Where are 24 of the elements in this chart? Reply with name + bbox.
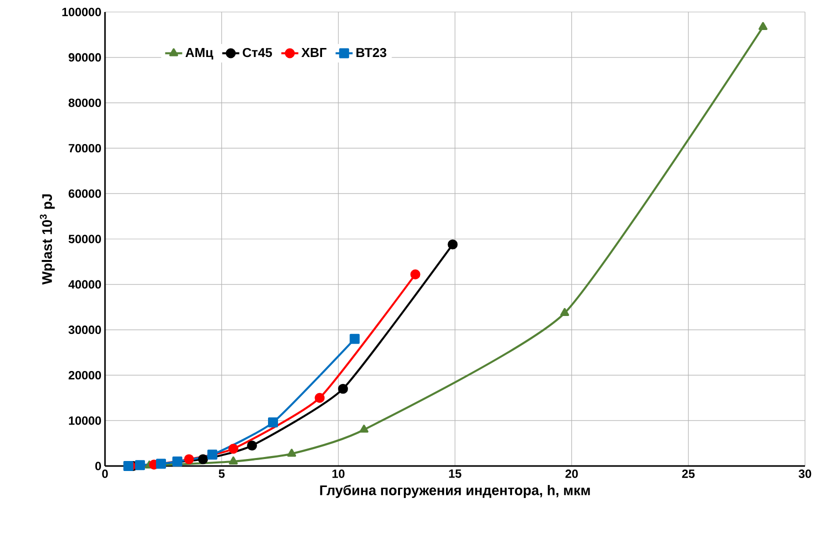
legend-label: ХВГ (301, 48, 326, 57)
y-axis-title: Wplast 10$^{3}$ pJ (40, 194, 55, 285)
legend-label: Ст45 (242, 48, 272, 58)
x-tick-label: 5 (218, 470, 225, 478)
x-tick-label: 30 (798, 470, 812, 478)
y-tick-label: 20000 (68, 370, 101, 380)
legend-label: АМц (186, 48, 214, 60)
y-tick-label: 0 (95, 462, 101, 470)
y-tick-label: 100000 (62, 8, 101, 16)
x-tick-label: 15 (449, 470, 462, 478)
y-tick-label: 70000 (68, 144, 101, 152)
y-tick-label: 40000 (68, 280, 101, 289)
y-tick-label: 60000 (68, 189, 101, 198)
x-tick-label: 0 (102, 470, 108, 478)
x-tick-label: 10 (332, 470, 344, 478)
legend-label: ВТ23 (356, 48, 386, 58)
x-axis-title: Глубина погружения индентора, h, мкм (320, 484, 590, 498)
x-tick-label: 25 (682, 470, 695, 478)
y-tick-label: 80000 (68, 98, 101, 108)
y-tick-label: 30000 (68, 326, 101, 334)
y-tick-label: 10000 (68, 416, 101, 425)
x-tick-label: 20 (565, 470, 578, 478)
y-tick-label: 50000 (68, 234, 101, 244)
y-tick-label: 90000 (68, 53, 101, 62)
